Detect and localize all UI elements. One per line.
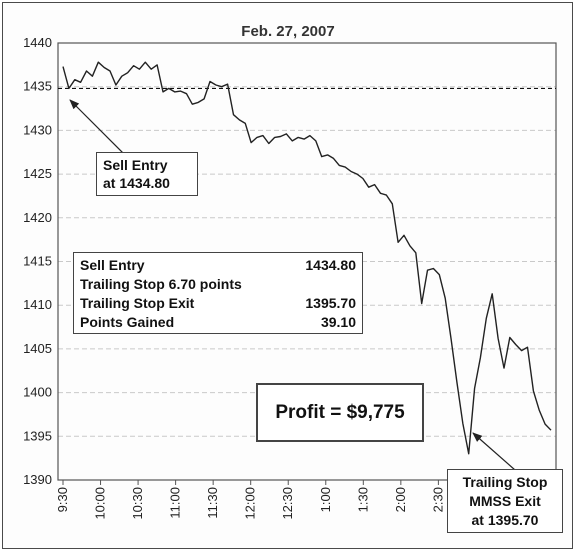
x-tick-label: 10:00 — [93, 487, 108, 520]
x-tick-label: 11:00 — [168, 487, 183, 519]
y-tick-label: 1420 — [23, 210, 52, 225]
summary-row: Trailing Stop 6.70 points — [80, 275, 356, 294]
plot-area — [57, 42, 557, 481]
y-tick-label: 1435 — [23, 79, 52, 94]
exit-label-line3: at 1395.70 — [471, 512, 539, 528]
exit-annotation: Trailing Stop MMSS Exit at 1395.70 — [447, 469, 563, 533]
y-tick-label: 1400 — [23, 385, 52, 400]
y-tick-label: 1405 — [23, 341, 52, 356]
summary-row-label: Trailing Stop 6.70 points — [80, 276, 242, 292]
x-tick-label: 12:30 — [280, 487, 295, 520]
x-tick-label: 2:00 — [393, 487, 408, 512]
x-tick-label: 9:30 — [55, 487, 70, 512]
summary-row: Points Gained 39.10 — [80, 313, 356, 332]
sell-entry-label: Sell Entry — [103, 157, 168, 173]
profit-label: Profit = $9,775 — [275, 401, 405, 423]
summary-row-value: 39.10 — [320, 314, 356, 330]
exit-arrow — [472, 432, 516, 471]
x-tick-label: 2:30 — [430, 487, 445, 512]
exit-label-line2: MMSS Exit — [469, 493, 541, 509]
price-series-line — [62, 61, 552, 455]
y-tick-label: 1410 — [23, 297, 52, 312]
y-axis: 1390 1395 1400 1405 1410 1415 1420 1425 1430 1435… — [23, 35, 52, 487]
y-tick-label: 1395 — [23, 428, 52, 443]
summary-row: Trailing Stop Exit 1395.70 — [80, 294, 356, 313]
sell-entry-annotation: Sell Entry at 1434.80 — [96, 152, 198, 196]
x-tick-label: 11:30 — [205, 487, 220, 519]
profit-box: Profit = $9,775 — [256, 383, 424, 442]
x-tick-label: 10:30 — [130, 487, 145, 520]
y-tick-label: 1415 — [23, 254, 52, 269]
sell-entry-arrow — [69, 99, 131, 161]
x-tick-label: 1:00 — [318, 487, 333, 512]
sell-entry-price-label: at 1434.80 — [103, 175, 170, 191]
x-tick-label: 12:00 — [243, 487, 258, 520]
y-tick-label: 1440 — [23, 35, 52, 50]
summary-row-label: Trailing Stop Exit — [80, 295, 195, 311]
y-tick-label: 1390 — [23, 472, 52, 487]
summary-row: Sell Entry 1434.80 — [80, 256, 356, 275]
summary-row-label: Points Gained — [80, 314, 175, 330]
y-tick-label: 1425 — [23, 166, 52, 181]
summary-row-label: Sell Entry — [80, 257, 145, 273]
chart-title: Feb. 27, 2007 — [241, 23, 334, 40]
summary-row-value: 1395.70 — [305, 295, 356, 311]
trade-summary-table: Sell Entry 1434.80 Trailing Stop 6.70 poin… — [73, 252, 363, 334]
x-tick-label: 1:30 — [355, 487, 370, 512]
y-tick-label: 1430 — [23, 122, 52, 137]
exit-label-line1: Trailing Stop — [462, 474, 548, 490]
summary-row-value: 1434.80 — [305, 257, 356, 273]
